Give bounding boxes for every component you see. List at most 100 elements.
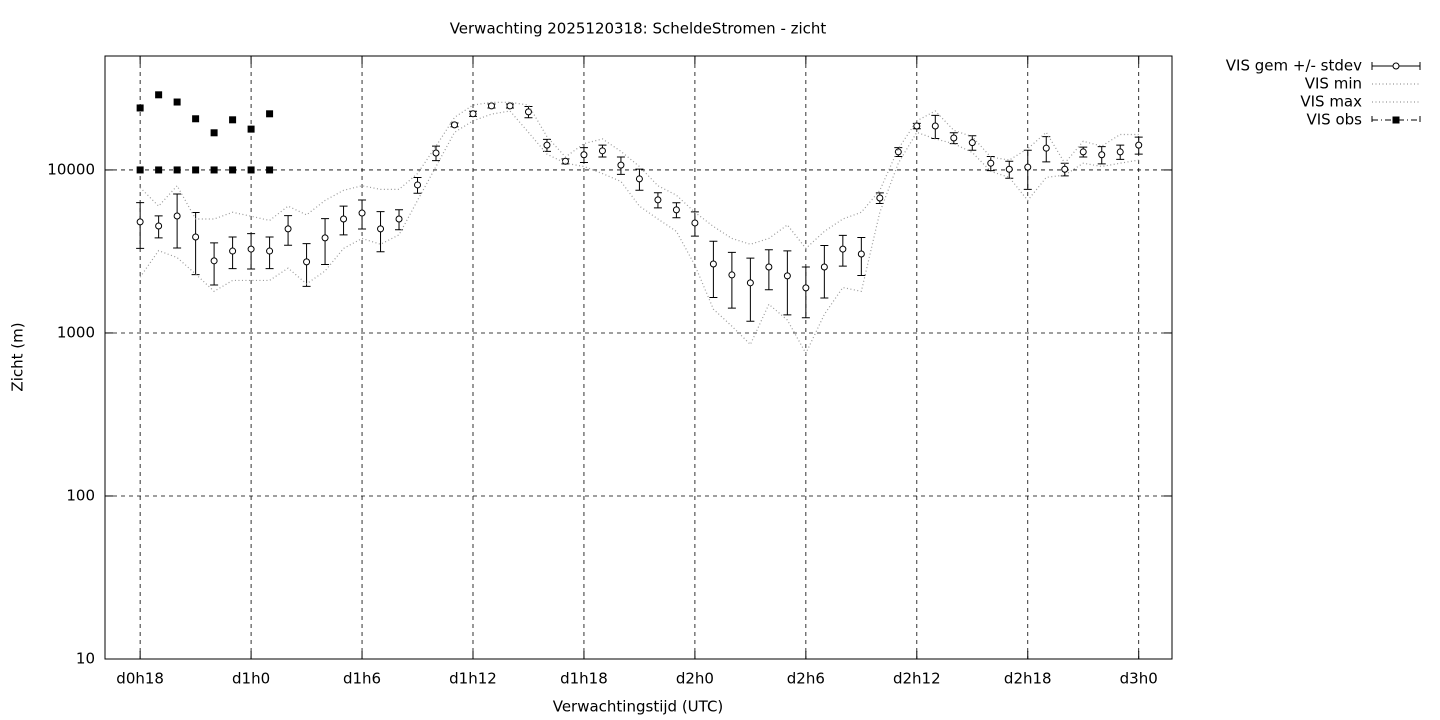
- mean-point: [1098, 151, 1106, 159]
- mean-point: [210, 257, 218, 265]
- legend-label: VIS min: [1305, 75, 1362, 93]
- obs-point: [155, 91, 163, 99]
- obs-point: [192, 115, 200, 123]
- mean-point: [820, 263, 828, 271]
- mean-point: [672, 206, 680, 214]
- mean-point: [192, 233, 200, 241]
- mean-point: [1135, 141, 1143, 149]
- mean-point: [857, 250, 865, 258]
- mean-point: [635, 175, 643, 183]
- legend-swatch: [1392, 116, 1400, 124]
- x-tick-label: d2h12: [893, 670, 941, 688]
- mean-point: [931, 122, 939, 130]
- legend-swatch: [1371, 116, 1421, 124]
- obs-point: [173, 166, 181, 174]
- x-axis-label: Verwachtingstijd (UTC): [553, 698, 724, 716]
- mean-point: [284, 225, 292, 233]
- x-tick-label: d0h18: [116, 670, 164, 688]
- x-tick-label: d1h0: [232, 670, 270, 688]
- mean-point: [358, 209, 366, 217]
- chart-title: Verwachting 2025120318: ScheldeStromen -…: [450, 20, 827, 38]
- error-bar: [321, 218, 330, 266]
- obs-point: [229, 166, 237, 174]
- mean-point: [913, 122, 921, 130]
- obs-point: [155, 166, 163, 174]
- mean-point: [746, 279, 754, 287]
- mean-point: [1061, 165, 1069, 173]
- y-tick-label: 1000: [57, 323, 95, 341]
- y-tick-label: 100: [66, 486, 95, 504]
- mean-point: [136, 218, 144, 226]
- legend-label: VIS gem +/- stdev: [1226, 57, 1362, 75]
- mean-point: [487, 102, 495, 110]
- error-bar: [801, 266, 810, 319]
- obs-point: [229, 116, 237, 124]
- error-bar: [173, 193, 182, 249]
- obs-point: [266, 110, 274, 118]
- x-tick-label: d1h18: [560, 670, 608, 688]
- mean-point: [580, 151, 588, 159]
- mean-point: [340, 215, 348, 223]
- mean-point: [968, 139, 976, 147]
- mean-point: [617, 161, 625, 169]
- mean-point: [1079, 148, 1087, 156]
- x-tick-label: d1h6: [343, 670, 381, 688]
- mean-point: [543, 141, 551, 149]
- mean-point: [303, 258, 311, 266]
- mean-point: [709, 260, 717, 268]
- y-tick-label: 10000: [47, 160, 95, 178]
- error-bar: [136, 202, 145, 249]
- legend-swatch: [1392, 62, 1400, 70]
- mean-point: [451, 121, 459, 129]
- legend-label: VIS obs: [1307, 111, 1363, 129]
- plot-frame: [104, 55, 1173, 660]
- mean-point: [598, 147, 606, 155]
- mean-point: [1116, 148, 1124, 156]
- x-tick-label: d2h6: [787, 670, 825, 688]
- obs-point: [247, 125, 255, 133]
- mean-point: [950, 134, 958, 142]
- error-bar: [746, 257, 755, 322]
- mean-point: [691, 219, 699, 227]
- obs-point: [192, 166, 200, 174]
- error-bar: [783, 250, 792, 316]
- mean-point: [1005, 165, 1013, 173]
- mean-point: [524, 108, 532, 116]
- obs-point: [266, 166, 274, 174]
- mean-point: [1042, 144, 1050, 152]
- mean-point: [1024, 163, 1032, 171]
- mean-point: [173, 212, 181, 220]
- obs-point: [210, 129, 218, 137]
- error-bar: [820, 244, 829, 299]
- x-tick-label: d2h0: [676, 670, 714, 688]
- mean-point: [266, 247, 274, 255]
- mean-point: [432, 149, 440, 157]
- mean-point: [247, 245, 255, 253]
- mean-point: [469, 110, 477, 118]
- x-tick-label: d1h12: [449, 670, 497, 688]
- mean-point: [728, 271, 736, 279]
- error-bar: [709, 240, 718, 299]
- obs-point: [136, 166, 144, 174]
- legend-label: VIS max: [1300, 93, 1362, 111]
- x-tick-label: d3h0: [1120, 670, 1158, 688]
- mean-point: [783, 272, 791, 280]
- mean-point: [155, 222, 163, 230]
- obs-point: [173, 98, 181, 106]
- mean-point: [377, 225, 385, 233]
- mean-point: [802, 284, 810, 292]
- mean-point: [414, 181, 422, 189]
- mean-point: [839, 245, 847, 253]
- mean-point: [229, 247, 237, 255]
- error-bar: [191, 212, 200, 276]
- mean-point: [654, 196, 662, 204]
- mean-point: [765, 263, 773, 271]
- obs-point: [247, 166, 255, 174]
- obs-point: [210, 166, 218, 174]
- range-line: [139, 110, 1139, 355]
- y-axis-label: Zicht (m): [9, 322, 27, 391]
- mean-point: [876, 194, 884, 202]
- mean-point: [987, 159, 995, 167]
- y-tick-label: 10: [76, 650, 95, 668]
